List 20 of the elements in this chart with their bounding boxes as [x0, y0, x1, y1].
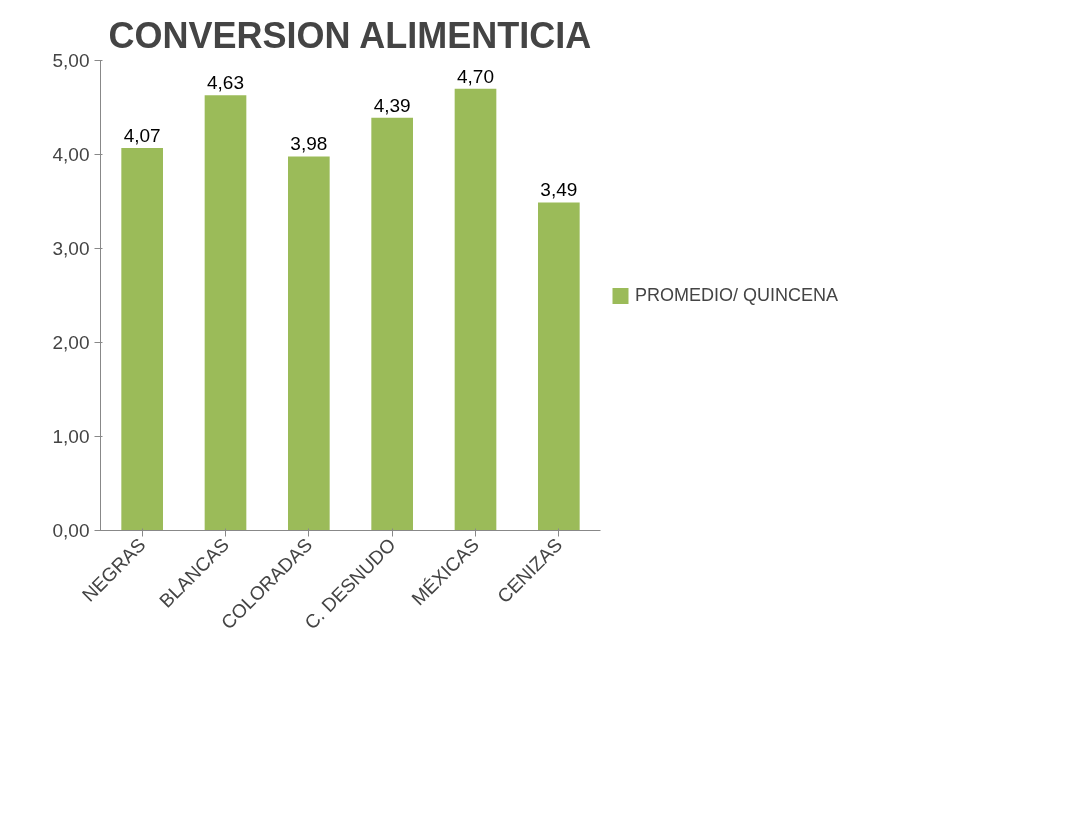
data-label: 4,70 — [457, 65, 494, 87]
bar — [371, 117, 413, 531]
y-tick-label: 3,00 — [52, 238, 90, 259]
y-tick-label: 5,00 — [52, 50, 90, 71]
y-tick-label: 2,00 — [52, 332, 90, 353]
bar — [538, 202, 580, 531]
data-label: 4,39 — [373, 94, 411, 116]
data-label: 3,98 — [290, 133, 328, 155]
chart-title: CONVERSION ALIMENTICIA — [108, 14, 592, 56]
y-tick-label: 0,00 — [52, 520, 90, 541]
bar — [288, 156, 330, 531]
y-tick-label: 4,00 — [52, 144, 90, 165]
bar — [204, 95, 247, 531]
data-label: 4,07 — [123, 124, 161, 146]
legend-label: PROMEDIO/ QUINCENA — [635, 284, 839, 306]
data-label: 4,63 — [207, 72, 244, 94]
bar — [454, 88, 497, 531]
data-label: 3,49 — [540, 179, 578, 201]
y-tick-label: 1,00 — [52, 426, 90, 447]
bar — [121, 147, 163, 531]
